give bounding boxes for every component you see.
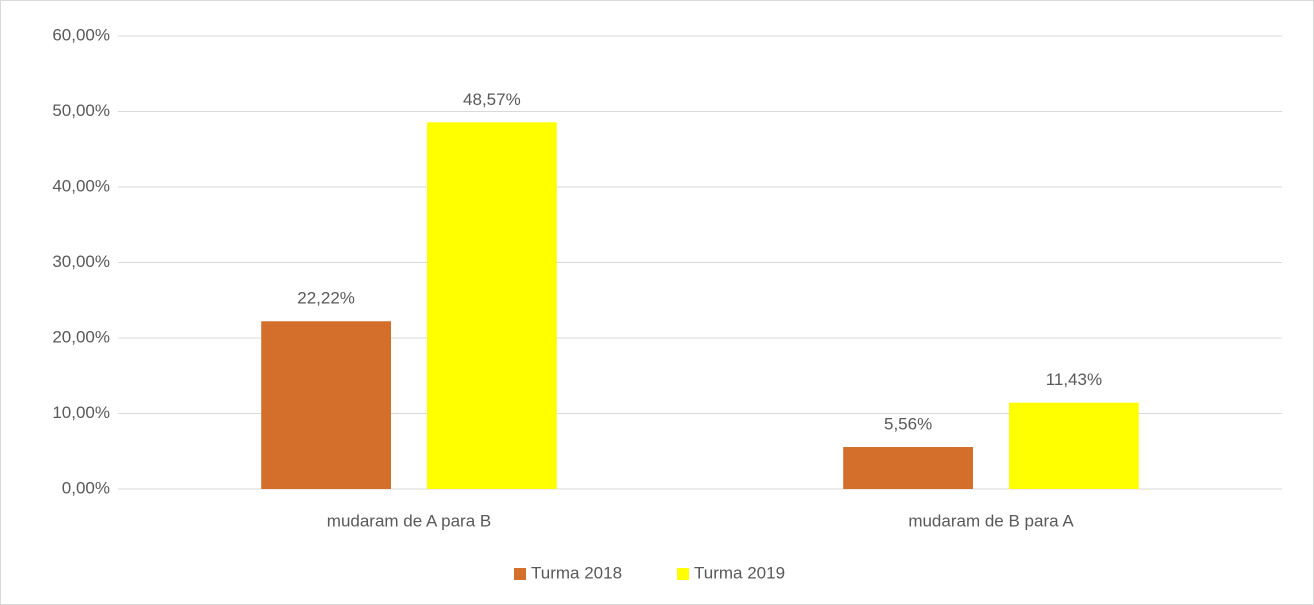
bar [843, 447, 973, 489]
bar [427, 122, 557, 489]
legend-label: Turma 2019 [694, 563, 785, 582]
y-tick-label: 30,00% [52, 252, 110, 271]
data-label: 5,56% [884, 415, 932, 434]
legend-swatch [514, 568, 526, 580]
y-tick-label: 50,00% [52, 101, 110, 120]
bar [261, 321, 391, 489]
legend-label: Turma 2018 [531, 563, 622, 582]
y-tick-label: 10,00% [52, 403, 110, 422]
data-label: 22,22% [297, 289, 355, 308]
x-tick-label: mudaram de A para B [327, 511, 491, 530]
bar [1009, 402, 1139, 489]
y-tick-label: 60,00% [52, 25, 110, 44]
data-label: 48,57% [463, 90, 521, 109]
y-tick-label: 40,00% [52, 176, 110, 195]
y-tick-label: 20,00% [52, 327, 110, 346]
x-tick-label: mudaram de B para A [908, 511, 1074, 530]
legend-swatch [677, 568, 689, 580]
data-label: 11,43% [1046, 370, 1102, 389]
y-tick-label: 0,00% [62, 478, 110, 497]
